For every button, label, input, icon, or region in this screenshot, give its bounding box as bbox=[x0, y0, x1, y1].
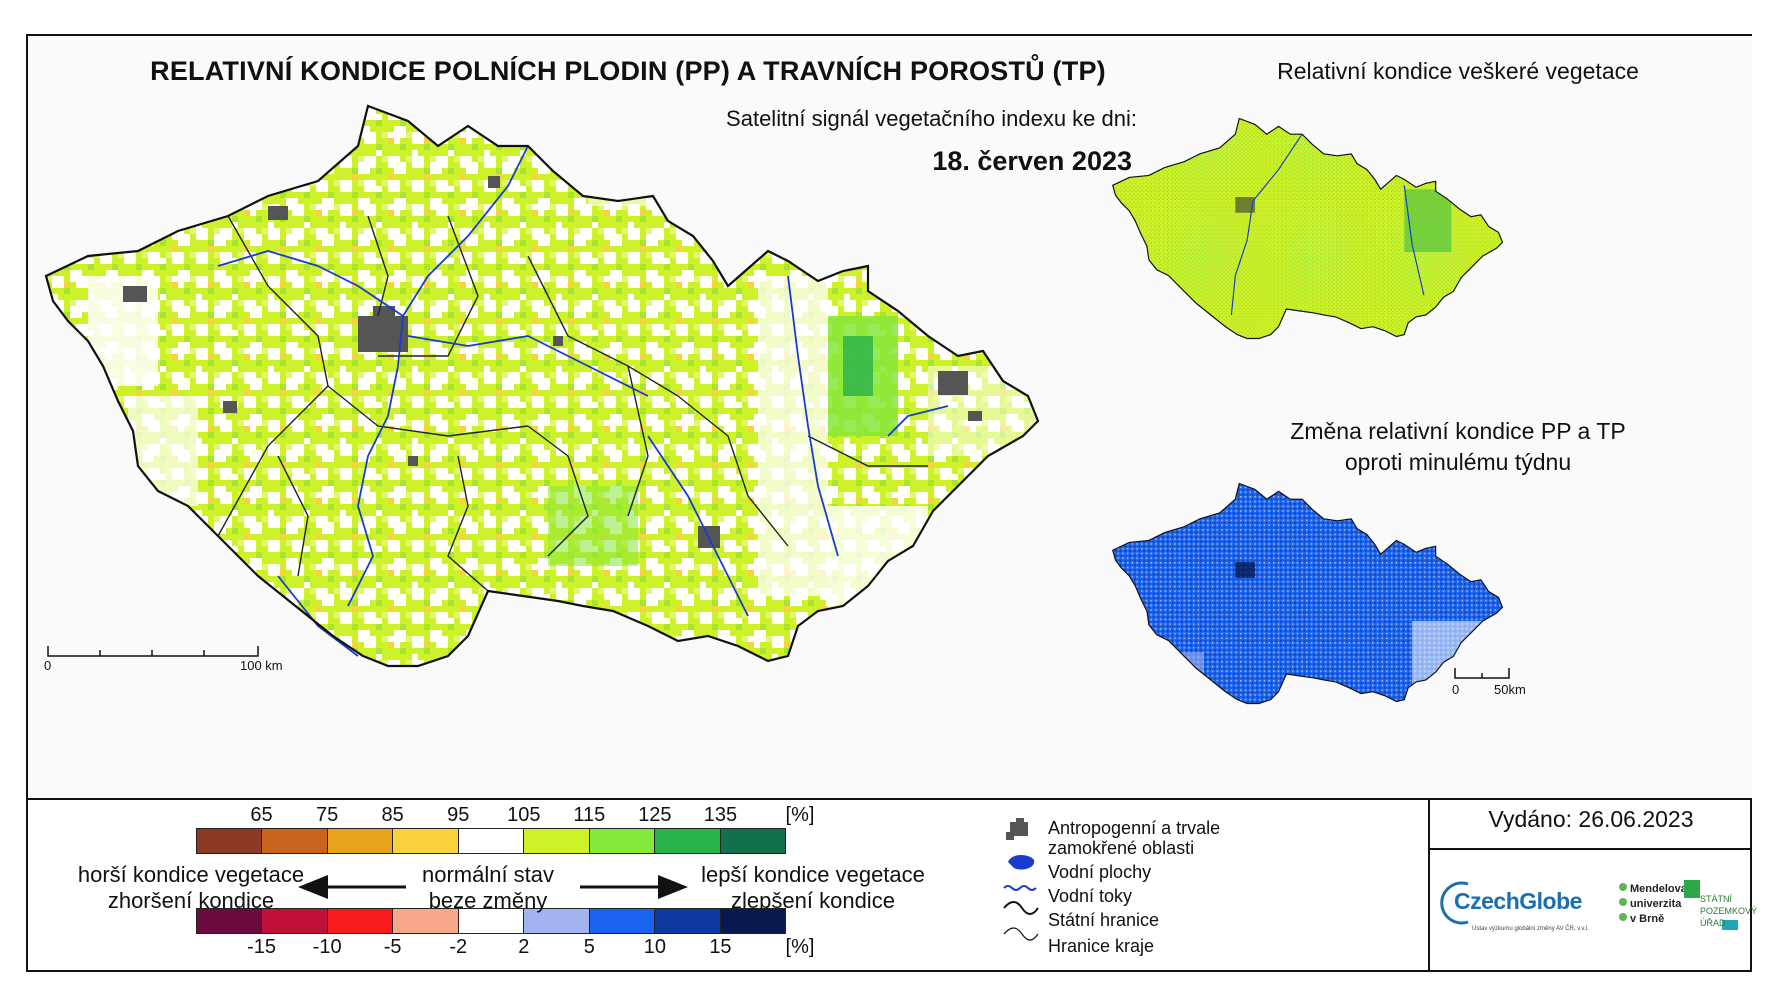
condition-swatch bbox=[393, 829, 459, 853]
legend-condition-bar bbox=[196, 828, 786, 854]
arrow-left-icon bbox=[298, 875, 406, 899]
symbol-icons bbox=[1003, 818, 1039, 941]
arrow-right-icon bbox=[580, 875, 688, 899]
map-date: 18. červen 2023 bbox=[932, 146, 1132, 176]
change-swatch bbox=[720, 909, 785, 933]
inset-bottom-title-line1: Změna relativní kondice PP a TP bbox=[1290, 418, 1626, 444]
legend-vertical-divider bbox=[1428, 800, 1430, 972]
change-swatch bbox=[262, 909, 328, 933]
scale-main-zero: 0 bbox=[44, 658, 52, 673]
map-subtitle: Satelitní signál vegetačního indexu ke d… bbox=[726, 106, 1137, 131]
issued-divider bbox=[1430, 848, 1752, 850]
condition-tick-label: 85 bbox=[381, 804, 404, 826]
mendelu-line2: univerzita bbox=[1630, 898, 1682, 910]
change-tick-label: 15 bbox=[709, 936, 732, 958]
legend-normal-text: normální stav beze změny bbox=[408, 862, 568, 914]
condition-swatch bbox=[262, 829, 328, 853]
spu-line2: POZEMKOVÝ bbox=[1700, 906, 1758, 916]
mendelu-logo-icon bbox=[1619, 883, 1627, 921]
change-swatch bbox=[327, 909, 394, 933]
change-tick-label: -5 bbox=[383, 936, 402, 958]
condition-swatch bbox=[655, 829, 721, 853]
issued-date: Vydáno: 26.06.2023 bbox=[1488, 806, 1694, 832]
state-border-icon bbox=[1003, 901, 1039, 915]
symbol-state-border-label: Státní hranice bbox=[1048, 910, 1160, 930]
region-border-icon bbox=[1003, 927, 1039, 941]
inset-bottom-map bbox=[1112, 482, 1504, 705]
spu-line1: STÁTNÍ bbox=[1700, 894, 1733, 904]
condition-swatch bbox=[720, 829, 785, 853]
mendelu-line1: Mendelova bbox=[1630, 883, 1687, 895]
symbol-anthropogenic-line2: zamokřené oblasti bbox=[1048, 838, 1195, 858]
change-tick-label: [%] bbox=[785, 936, 815, 958]
legend-divider bbox=[28, 798, 1750, 800]
condition-tick-label: 115 bbox=[573, 804, 606, 826]
legend-better-line1: lepší kondice vegetace bbox=[701, 862, 925, 887]
spu-line3: ÚŘAD bbox=[1700, 918, 1726, 928]
change-tick-label: 2 bbox=[518, 936, 530, 958]
condition-tick-label: 75 bbox=[315, 804, 339, 826]
main-map bbox=[44, 104, 1040, 668]
czechglobe-logo-text: CzechGlobe bbox=[1454, 888, 1582, 914]
legend-worse-line2: zhoršení kondice bbox=[107, 888, 275, 913]
spu-logo-icon bbox=[1684, 880, 1738, 930]
urban-area-icon bbox=[1006, 818, 1028, 840]
scale-main-end: 100 km bbox=[240, 658, 283, 673]
river-icon bbox=[1003, 885, 1037, 891]
condition-tick-label: 135 bbox=[703, 804, 738, 826]
inset-top-title: Relativní kondice veškeré vegetace bbox=[1277, 58, 1639, 84]
inset-bottom-title: Změna relativní kondice PP a TP oproti m… bbox=[1208, 416, 1708, 478]
scale-inset-end: 50km bbox=[1494, 682, 1526, 697]
symbol-water-bodies-label: Vodní plochy bbox=[1048, 862, 1152, 882]
mendelu-line3: v Brně bbox=[1630, 913, 1665, 925]
condition-tick-label: [%] bbox=[785, 804, 815, 826]
symbol-anthropogenic-line1: Antropogenní a trvale bbox=[1048, 818, 1221, 838]
change-swatch bbox=[524, 909, 590, 933]
legend-normal-line1: normální stav bbox=[421, 862, 555, 887]
legend-better-text: lepší kondice vegetace zlepšení kondice bbox=[688, 862, 938, 914]
water-body-icon bbox=[1008, 855, 1035, 870]
inset-bottom-title-line2: oproti minulému týdnu bbox=[1344, 449, 1572, 475]
change-swatch bbox=[393, 909, 459, 933]
legend-normal-line2: beze změny bbox=[428, 888, 548, 913]
change-tick-label: -10 bbox=[312, 936, 342, 958]
change-swatch bbox=[458, 909, 525, 933]
inset-top-map bbox=[1112, 117, 1504, 340]
symbol-anthropogenic-label: Antropogenní a trvale zamokřené oblasti bbox=[1048, 818, 1220, 858]
scale-inset-zero: 0 bbox=[1452, 682, 1460, 697]
condition-swatch bbox=[458, 829, 525, 853]
main-scalebar bbox=[47, 646, 259, 657]
change-swatch bbox=[197, 909, 263, 933]
condition-tick-label: 105 bbox=[507, 804, 541, 826]
spu-logo-text: STÁTNÍ POZEMKOVÝ ÚŘAD bbox=[1700, 893, 1757, 929]
change-tick-label: 10 bbox=[643, 936, 666, 958]
condition-swatch bbox=[197, 829, 263, 853]
legend-worse-text: horší kondice vegetace zhoršení kondice bbox=[56, 862, 326, 914]
czechglobe-logo-icon bbox=[1440, 881, 1469, 925]
change-swatch bbox=[589, 909, 656, 933]
change-tick-label: -2 bbox=[449, 936, 468, 958]
condition-swatch bbox=[327, 829, 394, 853]
legend-worse-line1: horší kondice vegetace bbox=[77, 862, 305, 887]
czechglobe-logo-subtext: Ústav výzkumu globální změny AV ČR, v.v.… bbox=[1472, 926, 1589, 932]
inset-scalebar bbox=[1454, 668, 1510, 679]
condition-tick-label: 95 bbox=[447, 804, 470, 826]
legend-change-bar bbox=[196, 908, 786, 934]
map-panel: RELATIVNÍ KONDICE POLNÍCH PLODIN (PP) A … bbox=[28, 36, 1752, 798]
symbol-region-border-label: Hranice kraje bbox=[1048, 936, 1155, 956]
change-tick-label: -15 bbox=[247, 936, 276, 958]
figure-frame: RELATIVNÍ KONDICE POLNÍCH PLODIN (PP) A … bbox=[26, 34, 1757, 972]
legend-better-line2: zlepšení kondice bbox=[731, 888, 895, 913]
change-swatch bbox=[655, 909, 721, 933]
change-tick-label: 5 bbox=[583, 936, 595, 958]
condition-tick-label: 125 bbox=[638, 804, 672, 826]
condition-tick-label: 65 bbox=[250, 804, 273, 826]
mendelu-logo-text: Mendelova univerzita v Brně bbox=[1630, 882, 1687, 927]
map-title: RELATIVNÍ KONDICE POLNÍCH PLODIN (PP) A … bbox=[150, 56, 1106, 86]
condition-swatch bbox=[589, 829, 656, 853]
condition-swatch bbox=[524, 829, 590, 853]
symbol-rivers-label: Vodní toky bbox=[1048, 886, 1133, 906]
